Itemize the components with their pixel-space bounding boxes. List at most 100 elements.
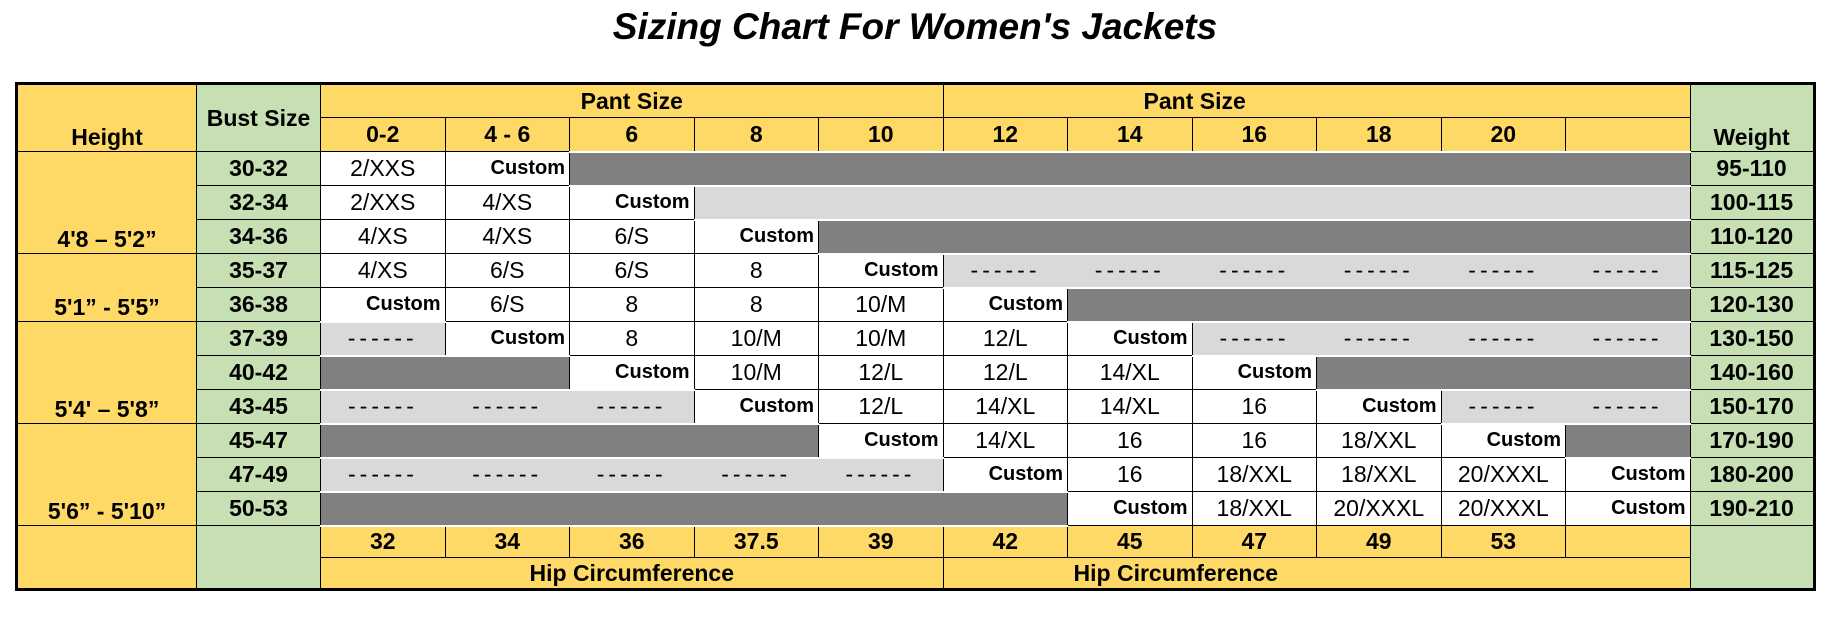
jacket-size: 18/XXL bbox=[1191, 491, 1318, 526]
shaded-cell bbox=[694, 422, 819, 459]
pant-size: 12 bbox=[942, 117, 1069, 152]
shaded-cell bbox=[320, 490, 445, 527]
na-cell: ------ bbox=[569, 456, 694, 493]
jacket-size: 16 bbox=[1067, 457, 1193, 492]
jacket-size: 8 bbox=[569, 321, 695, 356]
shaded-cell bbox=[320, 354, 445, 391]
jacket-size: 4/XS bbox=[444, 219, 570, 254]
bust-size: 43-45 bbox=[196, 389, 321, 424]
height-range bbox=[16, 423, 197, 458]
hip-value: 37.5 bbox=[693, 525, 819, 558]
hip-row: 32 34 36 37.5 39 42 45 47 49 53 bbox=[16, 525, 1815, 590]
height-range: 5'1” - 5'5” bbox=[16, 287, 197, 322]
na-cell: ------ bbox=[1441, 320, 1566, 357]
hip-label-row: Hip Circumference Hip Circumference bbox=[17, 557, 1815, 590]
sizing-table: Height Bust Size Pant Size Pant Size Weight 0… bbox=[15, 82, 1816, 591]
bust-size: 32-34 bbox=[196, 185, 321, 220]
size-row: 30-32 2/XXS Custom 95-110 bbox=[16, 150, 1815, 187]
hip-value: 34 bbox=[444, 525, 570, 558]
custom-cell: Custom bbox=[942, 457, 1069, 492]
na-cell: ------ bbox=[1192, 320, 1317, 357]
hip-value: 32 bbox=[320, 525, 446, 558]
na-cell: ------ bbox=[818, 456, 944, 493]
jacket-size: 8 bbox=[693, 287, 819, 322]
height-range: 4'8 – 5'2” bbox=[16, 219, 197, 254]
shaded-cell bbox=[1192, 184, 1317, 221]
shaded-cell bbox=[818, 184, 944, 221]
pant-size: 0-2 bbox=[320, 117, 446, 152]
na-cell: ------ bbox=[694, 456, 819, 493]
jacket-size: 10/M bbox=[818, 321, 944, 356]
na-cell: ------ bbox=[1316, 252, 1442, 289]
weight-range: 190-210 bbox=[1689, 491, 1815, 526]
jacket-size: 12/L bbox=[818, 389, 944, 424]
bust-size: 34-36 bbox=[196, 219, 321, 254]
jacket-size: 20/XXXL bbox=[1440, 491, 1567, 526]
shaded-cell bbox=[1067, 218, 1193, 255]
pant-size-header: Pant Size bbox=[942, 83, 1691, 118]
pant-size: 6 bbox=[569, 117, 695, 152]
hip-value: 42 bbox=[942, 525, 1069, 558]
shaded-cell bbox=[818, 218, 944, 255]
header-row: 0-2 4 - 6 6 8 10 12 14 16 18 20 bbox=[17, 117, 1815, 152]
jacket-size: 4/XS bbox=[320, 219, 446, 254]
na-cell: ------ bbox=[320, 456, 445, 493]
height-range bbox=[16, 355, 197, 390]
size-row: 35-37 4/XS 6/S 6/S 8 Custom ------ ------ ------… bbox=[16, 252, 1815, 289]
shaded-cell bbox=[1316, 150, 1442, 187]
height-range bbox=[16, 321, 197, 356]
height-range bbox=[16, 185, 197, 220]
blank-cell bbox=[1689, 525, 1815, 590]
pant-size-header: Pant Size bbox=[320, 83, 944, 118]
shaded-cell bbox=[1565, 354, 1691, 391]
na-cell: ------ bbox=[569, 388, 694, 425]
shaded-cell bbox=[1067, 286, 1193, 323]
na-cell: ------ bbox=[320, 320, 445, 357]
hip-value: 53 bbox=[1440, 525, 1567, 558]
shaded-cell bbox=[445, 422, 570, 459]
jacket-size: 8 bbox=[569, 287, 695, 322]
weight-range: 130-150 bbox=[1689, 321, 1815, 356]
weight-range: 115-125 bbox=[1689, 253, 1815, 288]
custom-cell: Custom bbox=[693, 219, 819, 254]
jacket-size: 18/XXL bbox=[1316, 457, 1442, 492]
pant-size: 10 bbox=[818, 117, 944, 152]
height-range bbox=[16, 253, 197, 288]
na-cell: ------ bbox=[1441, 252, 1566, 289]
na-cell: ------ bbox=[1565, 320, 1691, 357]
bust-size: 30-32 bbox=[196, 151, 321, 186]
pant-size: 14 bbox=[1067, 117, 1193, 152]
size-row: 47-49 ------ ------ ------ ------ ------ Custo… bbox=[16, 456, 1815, 493]
jacket-size: 10/M bbox=[693, 355, 819, 390]
pant-size: 8 bbox=[693, 117, 819, 152]
weight-range: 140-160 bbox=[1689, 355, 1815, 390]
jacket-size: 12/L bbox=[942, 355, 1069, 390]
na-cell: ------ bbox=[1565, 252, 1691, 289]
custom-cell: Custom bbox=[818, 253, 944, 288]
jacket-size: 6/S bbox=[444, 253, 570, 288]
weight-range: 95-110 bbox=[1689, 151, 1815, 186]
bust-size: 35-37 bbox=[196, 253, 321, 288]
na-cell: ------ bbox=[1441, 388, 1566, 425]
jacket-size: 16 bbox=[1067, 423, 1193, 458]
bust-size: 37-39 bbox=[196, 321, 321, 356]
na-cell: ------ bbox=[1316, 320, 1442, 357]
height-header: Height bbox=[16, 83, 197, 152]
jacket-size: 16 bbox=[1191, 423, 1318, 458]
shaded-cell bbox=[1192, 218, 1317, 255]
shaded-cell bbox=[1192, 286, 1317, 323]
pant-size: 18 bbox=[1316, 117, 1442, 152]
jacket-size: 2/XXS bbox=[320, 185, 446, 220]
shaded-cell bbox=[818, 150, 944, 187]
shaded-cell bbox=[569, 150, 694, 187]
hip-value: 36 bbox=[569, 525, 695, 558]
jacket-size: 12/L bbox=[942, 321, 1069, 356]
jacket-size: 2/XXS bbox=[320, 151, 446, 186]
height-range bbox=[16, 457, 197, 492]
shaded-cell bbox=[694, 150, 819, 187]
shaded-cell bbox=[320, 422, 445, 459]
shaded-cell bbox=[1316, 184, 1442, 221]
na-cell: ------ bbox=[943, 252, 1068, 289]
na-cell: ------ bbox=[445, 456, 570, 493]
